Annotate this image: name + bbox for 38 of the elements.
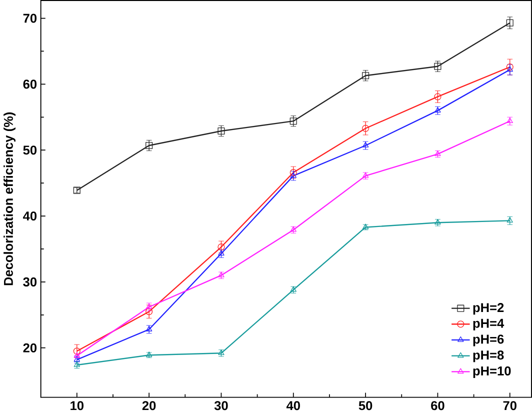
point (146, 326, 152, 332)
y-axis-title: Decolorization efficiency (%) (4, 112, 16, 286)
point (218, 250, 224, 256)
point (290, 118, 297, 125)
x-tick-label: 60 (431, 401, 444, 410)
point (434, 107, 441, 113)
x-tick-label: 50 (358, 401, 372, 410)
x-tick-label: 40 (286, 401, 300, 410)
point (73, 348, 80, 355)
point (362, 124, 370, 132)
point (362, 72, 370, 80)
point (362, 172, 369, 178)
y-tick-label: 70 (23, 14, 37, 23)
point (506, 20, 514, 27)
x-tick-label: 70 (503, 401, 516, 410)
y-tick-label: 50 (23, 146, 37, 155)
y-tick-label: 60 (23, 80, 37, 89)
point (290, 286, 296, 292)
point (218, 244, 225, 251)
point (290, 226, 296, 232)
x-tick-label: 10 (70, 401, 84, 410)
legend-label: pH=6 (473, 334, 504, 346)
point (362, 142, 369, 148)
point (434, 93, 442, 100)
point (434, 63, 442, 70)
y-tick-label: 20 (23, 343, 37, 353)
x-tick-label: 20 (142, 401, 156, 410)
legend-label: pH=4 (473, 319, 504, 331)
y-tick-label: 40 (23, 212, 37, 221)
point (218, 128, 225, 135)
legend-label: pH=2 (473, 303, 504, 315)
legend-label: pH=10 (473, 366, 511, 378)
point (146, 304, 152, 310)
legend-label: pH=8 (473, 350, 504, 362)
y-tick-label: 30 (23, 278, 37, 287)
point (218, 272, 224, 278)
x-tick-label: 30 (214, 401, 228, 410)
point (146, 142, 153, 150)
